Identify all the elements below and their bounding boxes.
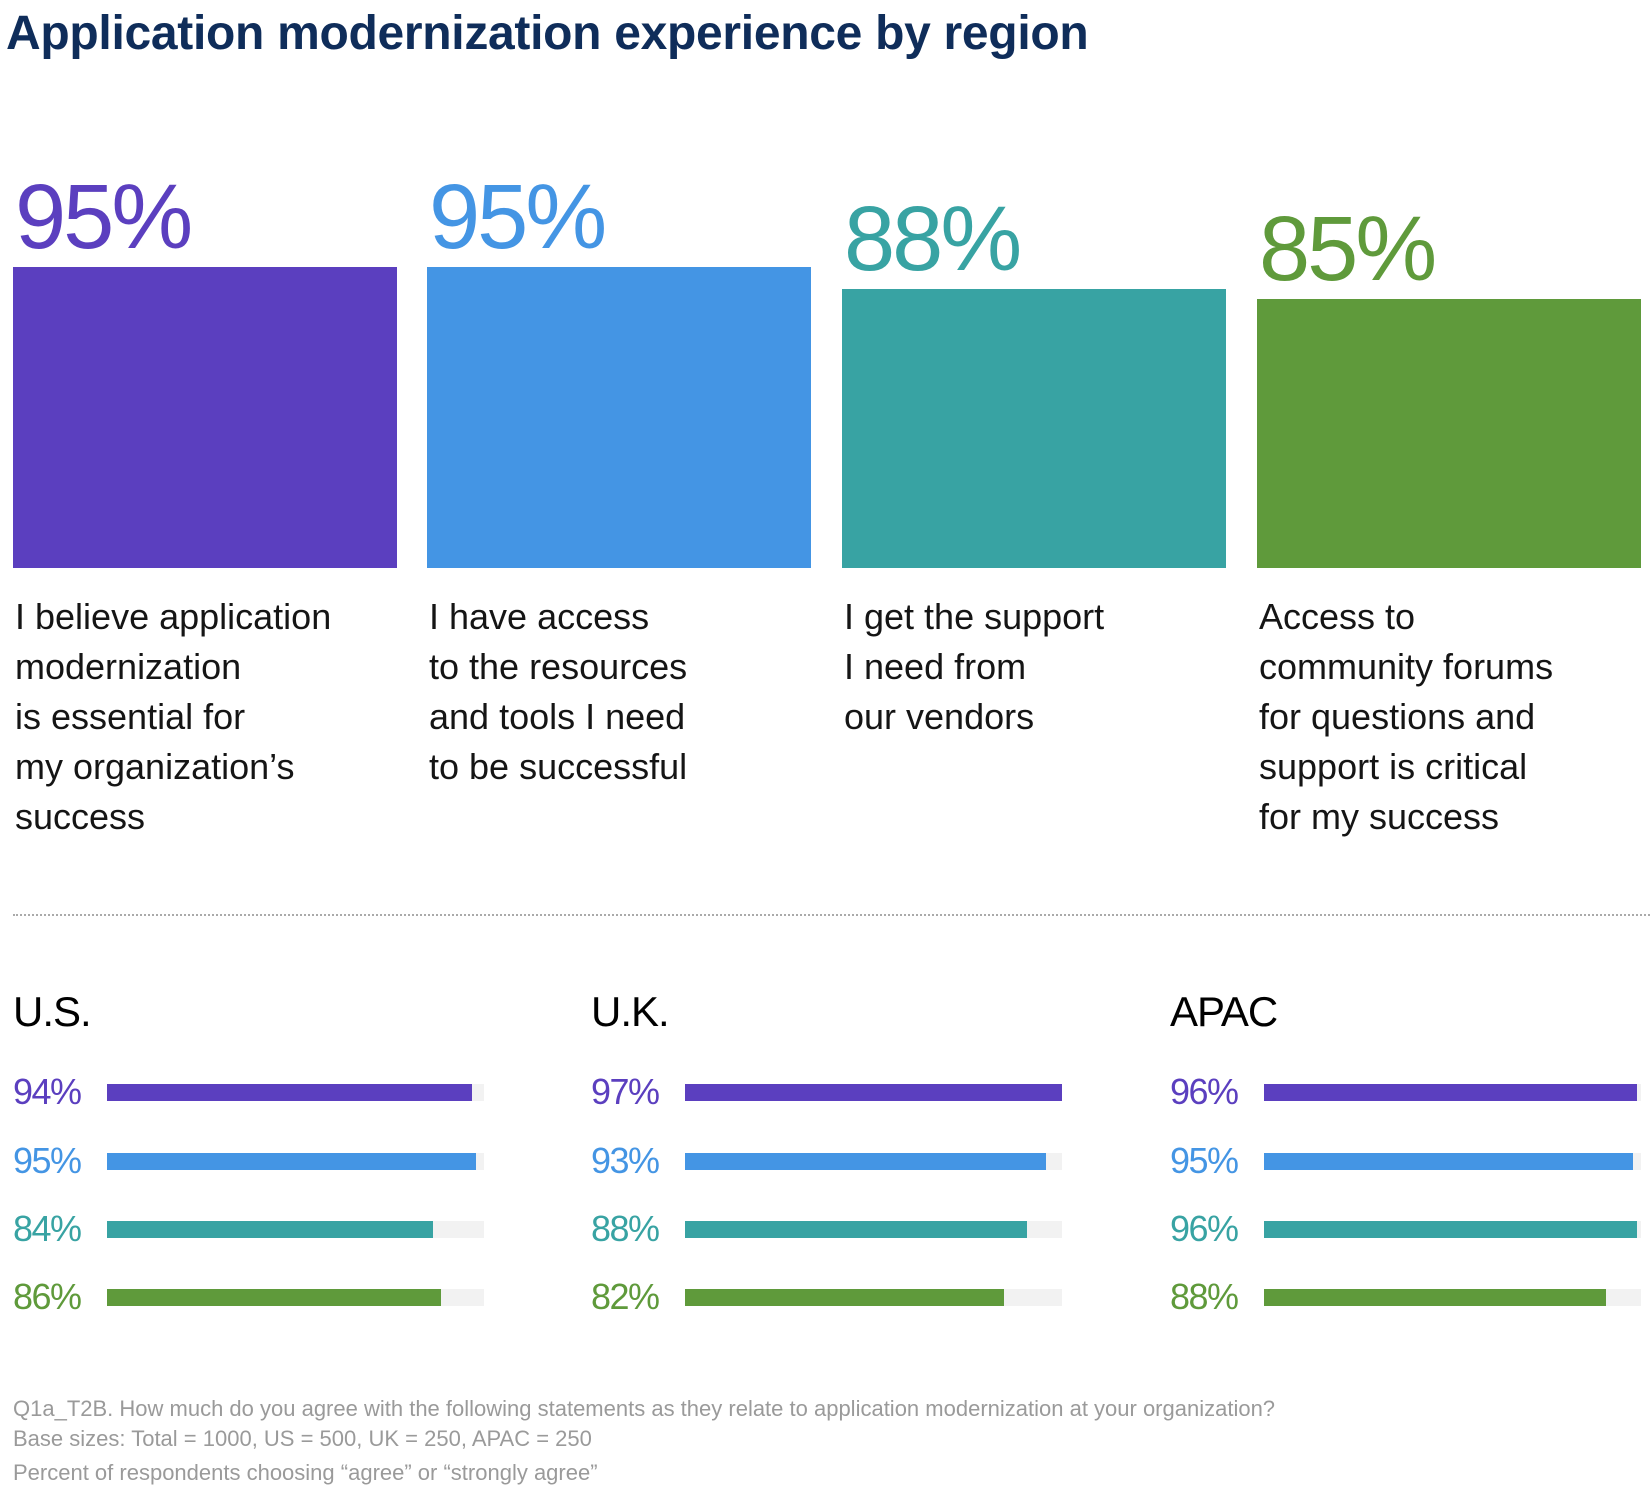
statement-line: success [15, 796, 146, 837]
region-bar-track [685, 1289, 1062, 1306]
overall-bar [427, 266, 811, 568]
statement-label: I get the support I need from our vendors [844, 592, 1228, 742]
overall-bar [842, 289, 1226, 568]
region-bar-track [685, 1084, 1062, 1101]
statement-line: I have access [429, 596, 650, 637]
footnote-base-sizes: Base sizes: Total = 1000, US = 500, UK =… [13, 1426, 592, 1451]
region-title: APAC [1170, 988, 1278, 1035]
statement-line: I get the support [844, 596, 1105, 637]
statement-line: for questions and [1259, 696, 1536, 737]
region-bar-track [107, 1153, 484, 1170]
region-bar [1264, 1153, 1634, 1170]
overall-bar [13, 266, 397, 568]
page-title: Application modernization experience by … [6, 7, 1089, 60]
statement-line: and tools I need [429, 696, 686, 737]
region-value-label: 82% [591, 1276, 660, 1317]
statement-line: our vendors [844, 696, 1035, 737]
region-value-label: 88% [591, 1208, 660, 1249]
region-value-label: 88% [1170, 1276, 1239, 1317]
region-value-label: 93% [591, 1140, 660, 1181]
statement-label: I have access to the resources and tools I… [429, 592, 813, 792]
region-bar-track [107, 1084, 484, 1101]
region-value-label: 95% [1170, 1140, 1239, 1181]
overall-value-label: 85% [1259, 197, 1437, 300]
region-bar [685, 1153, 1047, 1170]
region-bar-track [1264, 1289, 1641, 1306]
region-bar-track [685, 1153, 1062, 1170]
region-bar [685, 1221, 1028, 1238]
region-title: U.K. [591, 988, 670, 1035]
region-value-label: 96% [1170, 1071, 1239, 1112]
statement-line: support is critical [1259, 746, 1528, 787]
statement-line: to be successful [429, 746, 688, 787]
divider [13, 914, 1650, 916]
region-bar-track [1264, 1084, 1641, 1101]
region-bar-track [685, 1221, 1062, 1238]
region-bar-track [1264, 1153, 1641, 1170]
overall-value-label: 95% [429, 165, 607, 268]
region-value-label: 94% [13, 1071, 82, 1112]
region-bar-track [1264, 1221, 1641, 1238]
region-bar [107, 1221, 434, 1238]
statement-line: my organization’s [15, 746, 295, 787]
footnote-note: Percent of respondents choosing “agree” … [13, 1460, 598, 1485]
region-bar [107, 1153, 477, 1170]
overall-bar [1257, 298, 1641, 568]
region-bar [685, 1289, 1004, 1306]
footnote-question: Q1a_T2B. How much do you agree with the … [13, 1396, 1276, 1421]
region-bar-track [107, 1221, 484, 1238]
statement-line: to the resources [429, 646, 688, 687]
region-bar [1264, 1221, 1638, 1238]
region-value-label: 84% [13, 1208, 82, 1249]
statement-line: I need from [844, 646, 1027, 687]
region-bar [1264, 1289, 1607, 1306]
region-value-label: 86% [13, 1276, 82, 1317]
statement-line: Access to [1259, 596, 1416, 637]
region-title: U.S. [13, 988, 92, 1035]
statement-line: for my success [1259, 796, 1500, 837]
region-bar [1264, 1084, 1638, 1101]
region-bar [107, 1289, 442, 1306]
region-value-label: 97% [591, 1071, 660, 1112]
overall-value-label: 95% [15, 165, 193, 268]
region-bar [685, 1084, 1062, 1101]
statement-line: is essential for [15, 696, 246, 737]
statement-line: modernization [15, 646, 242, 687]
region-bar [107, 1084, 473, 1101]
statement-line: community forums [1259, 646, 1554, 687]
statement-label: Access to community forums for questions a… [1259, 592, 1643, 842]
overall-value-label: 88% [844, 188, 1022, 291]
region-value-label: 96% [1170, 1208, 1239, 1249]
statement-label: I believe application modernization is ess… [15, 592, 399, 842]
region-value-label: 95% [13, 1140, 82, 1181]
statement-line: I believe application [15, 596, 332, 637]
region-bar-track [107, 1289, 484, 1306]
